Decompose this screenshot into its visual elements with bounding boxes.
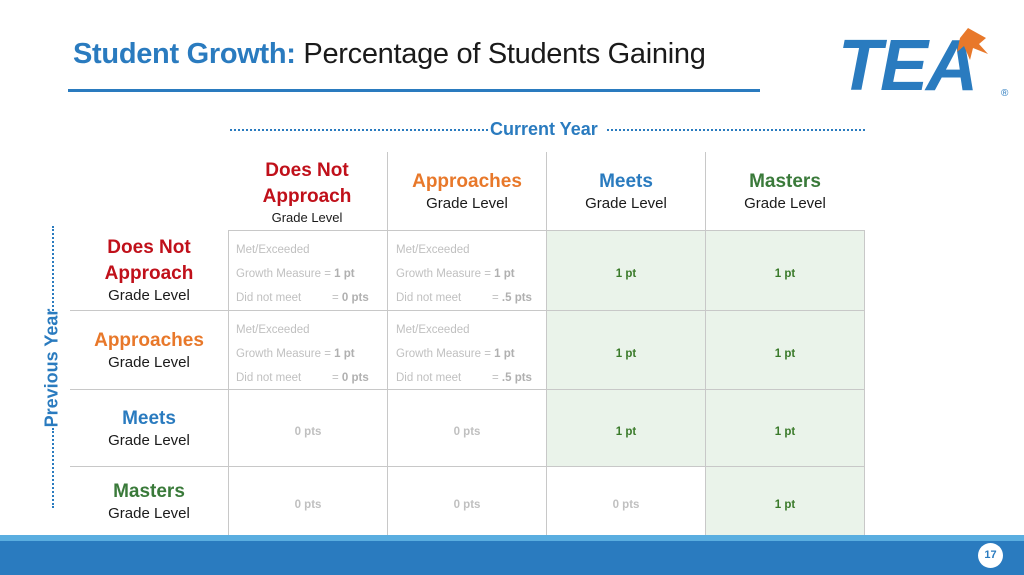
- cell-r4c2: 0 pts: [453, 499, 481, 511]
- header-divider: [546, 152, 547, 230]
- cell-r4c4: 1 pt: [774, 499, 796, 511]
- cell-r3c3: 1 pt: [615, 426, 637, 438]
- highlight-region: [706, 467, 864, 536]
- row-header-approaches: Approaches Grade Level: [94, 330, 204, 371]
- tea-logo: TEA ®: [838, 26, 1009, 100]
- grid-line: [387, 230, 388, 537]
- col-header-does-not-approach: Does Not Approach Grade Level: [262, 160, 352, 225]
- logo-text: TEA: [838, 26, 976, 100]
- grid-line: [705, 230, 706, 537]
- cell-r1c3: 1 pt: [615, 268, 637, 280]
- grid-line: [70, 310, 865, 311]
- cell-r2c3: 1 pt: [615, 348, 637, 360]
- header-divider: [705, 152, 706, 230]
- cell-r3c4: 1 pt: [774, 426, 796, 438]
- row-header-masters: Masters Grade Level: [108, 481, 190, 522]
- cell-r1c4: 1 pt: [774, 268, 796, 280]
- col-header-meets: Meets Grade Level: [585, 171, 667, 212]
- previous-year-line-top: [52, 226, 54, 314]
- title-bold: Student Growth:: [73, 38, 296, 70]
- footer-accent: [0, 535, 1024, 541]
- grid-line: [70, 466, 865, 467]
- current-year-label: Current Year: [490, 119, 598, 139]
- footer-bar: [0, 535, 1024, 575]
- grid-line: [546, 230, 547, 537]
- current-year-line-left: [230, 129, 488, 131]
- cell-r1c1: Met/Exceeded Growth Measure = 1 pt Did n…: [236, 244, 369, 304]
- logo-star-icon: [957, 28, 988, 60]
- grid-line: [70, 389, 865, 390]
- cell-r3c1: 0 pts: [294, 426, 322, 438]
- title-underline: [68, 89, 760, 92]
- col-header-masters: Masters Grade Level: [744, 171, 826, 212]
- current-year-line-right: [607, 129, 865, 131]
- cell-r1c2: Met/Exceeded Growth Measure = 1 pt Did n…: [396, 244, 532, 304]
- previous-year-line-bottom: [52, 428, 54, 508]
- cell-r2c2: Met/Exceeded Growth Measure = 1 pt Did n…: [396, 324, 532, 384]
- page-number: 17: [978, 543, 1003, 568]
- cell-r3c2: 0 pts: [453, 426, 481, 438]
- logo-registered: ®: [1001, 88, 1009, 99]
- page-title: Student Growth: Percentage of Students G…: [73, 38, 706, 71]
- cell-r2c1: Met/Exceeded Growth Measure = 1 pt Did n…: [236, 324, 369, 384]
- row-header-does-not-approach: Does Not Approach Grade Level: [104, 237, 194, 304]
- cell-r4c3: 0 pts: [612, 499, 640, 511]
- col-header-approaches: Approaches Grade Level: [412, 171, 522, 212]
- title-rest: Percentage of Students Gaining: [303, 38, 706, 70]
- header-divider: [387, 152, 388, 230]
- cell-r2c4: 1 pt: [774, 348, 796, 360]
- cell-r4c1: 0 pts: [294, 499, 322, 511]
- row-header-meets: Meets Grade Level: [108, 408, 190, 449]
